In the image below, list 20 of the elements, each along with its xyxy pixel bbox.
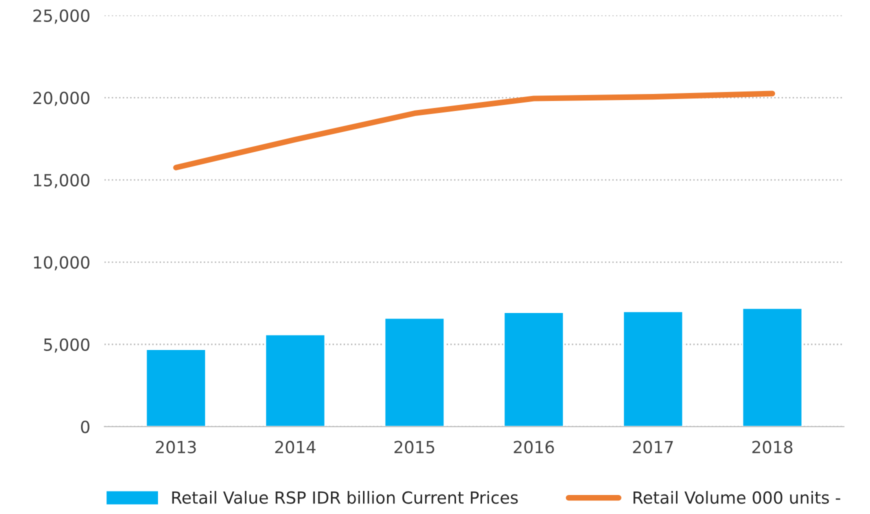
bar — [264, 334, 326, 427]
y-tick-label: 0 — [81, 420, 90, 434]
bar — [622, 310, 684, 427]
y-tick-label: 25,000 — [33, 9, 90, 24]
legend-label: Retail Value RSP IDR billion Current Prices — [172, 490, 518, 504]
bar — [384, 317, 446, 427]
bar — [503, 312, 564, 427]
x-tick-label: 2014 — [275, 440, 316, 454]
y-tick-label: 20,000 — [33, 92, 90, 106]
y-tick-label: 10,000 — [34, 256, 90, 270]
legend-label: Retail Volume 000 units - — [634, 490, 840, 504]
x-tick-label: 2017 — [633, 440, 673, 454]
x-tick-label: 2013 — [156, 440, 196, 454]
x-tick-label: 2016 — [514, 440, 554, 454]
y-tick-label: 5,000 — [44, 338, 90, 353]
bar — [742, 308, 803, 427]
x-tick-label: 2015 — [394, 440, 434, 454]
bar — [145, 348, 206, 427]
y-tick-label: 15,000 — [34, 174, 90, 188]
x-tick-label: 2018 — [752, 440, 792, 454]
